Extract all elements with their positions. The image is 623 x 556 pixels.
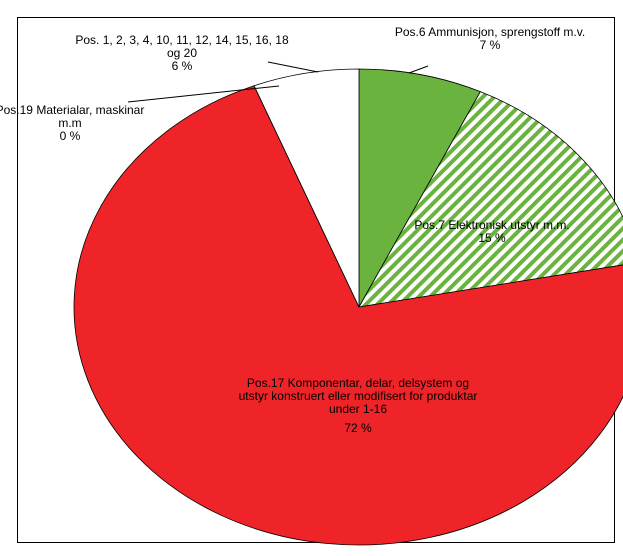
leader-line: [267, 61, 319, 73]
leader-line: [127, 85, 280, 103]
pie-slice: [358, 68, 481, 309]
category-label: Pos.17 Komponentar, delar, delsystem og …: [238, 376, 478, 416]
pie-slice: [253, 68, 360, 308]
category-label: Pos.19 Materialar, maskinar m.m: [0, 103, 145, 130]
category-label: Pos.6 Ammunisjon, sprengstoff m.v.: [394, 25, 586, 39]
pie-slice: [73, 85, 623, 546]
slice-label: Pos.6 Ammunisjon, sprengstoff m.v. 7 %: [385, 26, 595, 52]
slice-label: Pos. 1, 2, 3, 4, 10, 11, 12, 14, 15, 16,…: [72, 34, 292, 73]
value-label: 6 %: [171, 59, 193, 73]
slice-label: Pos.19 Materialar, maskinar m.m 0 %: [0, 104, 145, 143]
value-label: 7 %: [479, 38, 501, 52]
value-label: 0 %: [59, 129, 81, 143]
slice-label: Pos.17 Komponentar, delar, delsystem og …: [236, 377, 481, 435]
category-label: Pos.7 Elektronisk utstyr m.m.: [414, 218, 570, 232]
slice-label: Pos.7 Elektronisk utstyr m.m. 15 %: [392, 219, 592, 245]
value-label: 72 %: [344, 421, 372, 435]
category-label: Pos. 1, 2, 3, 4, 10, 11, 12, 14, 15, 16,…: [75, 33, 289, 60]
leader-line: [408, 65, 429, 74]
value-label: 15 %: [478, 231, 506, 245]
pie-slice: [358, 91, 623, 308]
